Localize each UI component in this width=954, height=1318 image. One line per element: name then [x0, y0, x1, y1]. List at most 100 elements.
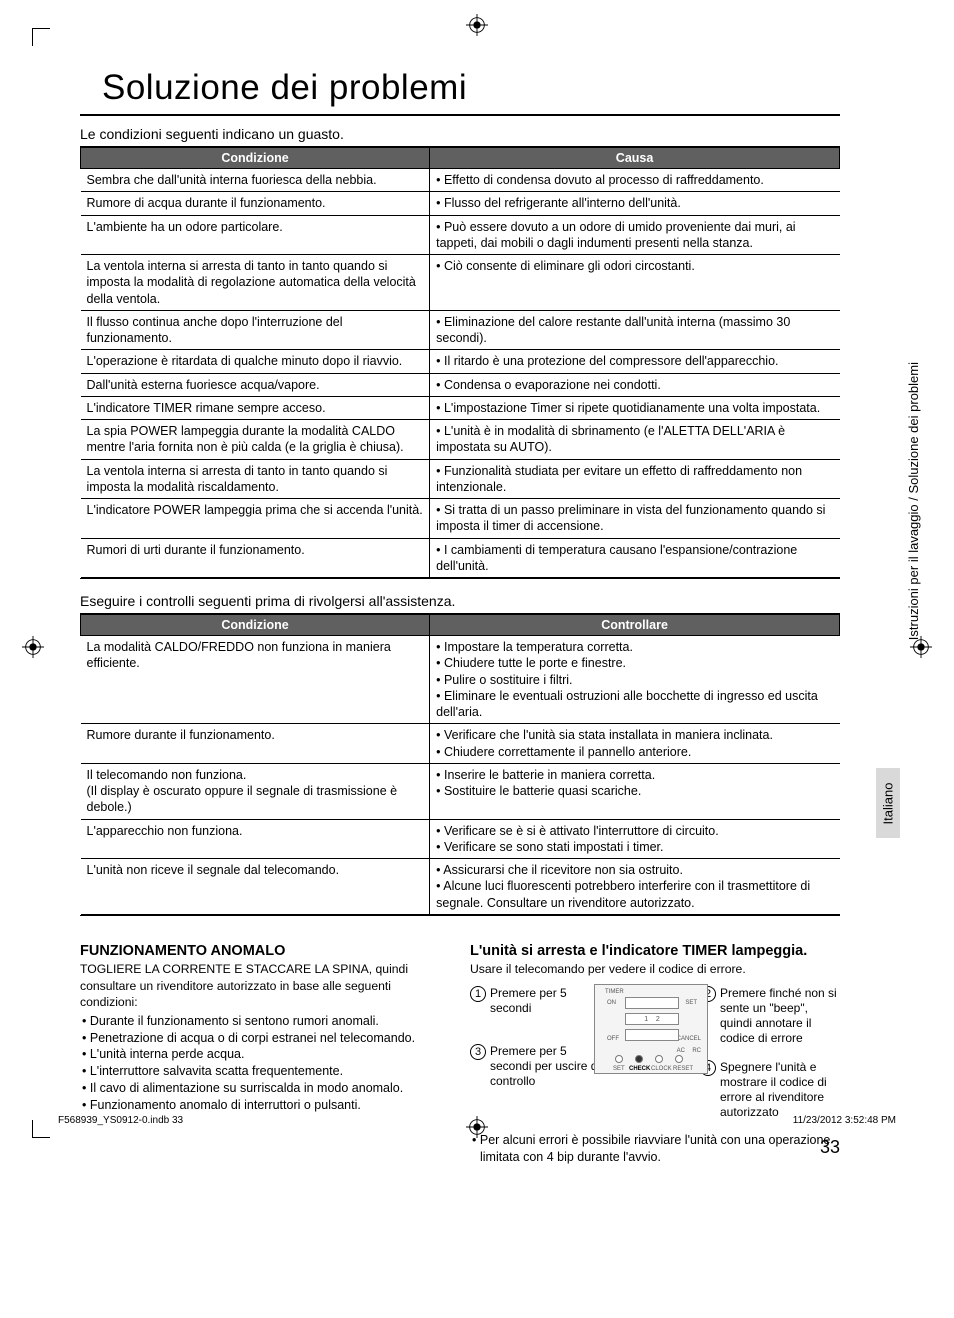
table-row: L'unità non riceve il segnale dal teleco… — [81, 859, 840, 915]
callout-4: 4Spegnere l'unità e mostrare il codice d… — [700, 1060, 840, 1120]
list-item: Durante il funzionamento si sentono rumo… — [80, 1013, 450, 1030]
table-1: Condizione Causa Sembra che dall'unità i… — [80, 146, 840, 579]
abnormal-operation-section: FUNZIONAMENTO ANOMALO TOGLIERE LA CORREN… — [80, 942, 450, 1166]
cell-condition: La ventola interna si arresta di tanto i… — [81, 459, 430, 499]
page-title: Soluzione dei problemi — [102, 68, 840, 108]
cell-detail: • Condensa o evaporazione nei condotti. — [430, 373, 840, 396]
cell-detail: • Eliminazione del calore restante dall'… — [430, 310, 840, 350]
title-rule — [80, 114, 840, 116]
abnormal-sub: TOGLIERE LA CORRENTE E STACCARE LA SPINA… — [80, 961, 450, 1010]
lbl-timer: TIMER — [605, 988, 624, 996]
callout-3-num: 3 — [470, 1044, 486, 1060]
callout-1-text: Premere per 5 secondi — [490, 986, 610, 1016]
remote-diagram: TIMER ON SET OFF CANCEL 1 2 AC RC SET CH… — [594, 984, 708, 1074]
cell-condition: Dall'unità esterna fuoriesce acqua/vapor… — [81, 373, 430, 396]
lbl-off: OFF — [607, 1035, 619, 1043]
table-row: L'ambiente ha un odore particolare.• Può… — [81, 215, 840, 255]
table-row: Il telecomando non funziona.(Il display … — [81, 763, 840, 819]
cell-detail: • I cambiamenti di temperatura causano l… — [430, 538, 840, 578]
table-row: Sembra che dall'unità interna fuoriesca … — [81, 169, 840, 192]
page-number: 33 — [820, 1137, 840, 1158]
lbl-on: ON — [607, 999, 616, 1007]
cell-detail: • Il ritardo è una protezione del compre… — [430, 350, 840, 373]
lbl-cancel: CANCEL — [677, 1035, 701, 1043]
footer-left: F568939_YS0912-0.indb 33 — [58, 1115, 183, 1126]
cell-detail: • Verificare che l'unità sia stata insta… — [430, 724, 840, 764]
table-row: Rumore durante il funzionamento.• Verifi… — [81, 724, 840, 764]
lbl-clock: CLOCK — [651, 1065, 672, 1073]
cell-detail: • Ciò consente di eliminare gli odori ci… — [430, 255, 840, 311]
timer-error-section: L'unità si arresta e l'indicatore TIMER … — [470, 942, 840, 1166]
abnormal-list: Durante il funzionamento si sentono rumo… — [80, 1013, 450, 1114]
cell-condition: La modalità CALDO/FREDDO non funziona in… — [81, 636, 430, 724]
cell-condition: L'indicatore TIMER rimane sempre acceso. — [81, 396, 430, 419]
cell-detail: • Può essere dovuto a un odore di umido … — [430, 215, 840, 255]
table-2: Condizione Controllare La modalità CALDO… — [80, 613, 840, 916]
cell-detail: • Flusso del refrigerante all'interno de… — [430, 192, 840, 215]
t2-header-check: Controllare — [430, 615, 840, 636]
lbl-rc: RC — [692, 1047, 701, 1055]
cell-detail: • Assicurarsi che il ricevitore non sia … — [430, 859, 840, 915]
table-row: Rumori di urti durante il funzionamento.… — [81, 538, 840, 578]
t1-header-condition: Condizione — [81, 148, 430, 169]
dot-reset — [675, 1055, 683, 1063]
side-language-text: Italiano — [881, 782, 896, 824]
t1-header-cause: Causa — [430, 148, 840, 169]
remote-row-3 — [625, 1029, 679, 1041]
registration-mark-left — [22, 636, 44, 658]
dot-check — [635, 1055, 643, 1063]
table-row: L'operazione è ritardata di qualche minu… — [81, 350, 840, 373]
abnormal-head: FUNZIONAMENTO ANOMALO — [80, 942, 450, 962]
table-row: La modalità CALDO/FREDDO non funziona in… — [81, 636, 840, 724]
cell-detail: • Inserire le batterie in maniera corret… — [430, 763, 840, 819]
table-row: Il flusso continua anche dopo l'interruz… — [81, 310, 840, 350]
table-row: L'indicatore POWER lampeggia prima che s… — [81, 499, 840, 539]
table-row: Rumore di acqua durante il funzionamento… — [81, 192, 840, 215]
cell-condition: L'apparecchio non funziona. — [81, 819, 430, 859]
remote-row-1 — [625, 997, 679, 1009]
page-content: Soluzione dei problemi Le condizioni seg… — [80, 0, 840, 1166]
timer-note: Per alcuni errori è possibile riavviare … — [470, 1132, 840, 1166]
callout-3-text: Premere per 5 secondi per uscire dal con… — [490, 1044, 610, 1089]
callout-2: 2Premere finché non si sente un "beep", … — [700, 986, 840, 1046]
list-item: L'unità interna perde acqua. — [80, 1046, 450, 1063]
intro-1: Le condizioni seguenti indicano un guast… — [80, 126, 840, 142]
list-item: Penetrazione di acqua o di corpi estrane… — [80, 1030, 450, 1047]
dot-set — [615, 1055, 623, 1063]
cell-detail: • Si tratta di un passo preliminare in v… — [430, 499, 840, 539]
timer-head: L'unità si arresta e l'indicatore TIMER … — [470, 942, 840, 962]
table-row: La ventola interna si arresta di tanto i… — [81, 459, 840, 499]
list-item: Funzionamento anomalo di interruttori o … — [80, 1097, 450, 1114]
cell-detail: • Effetto di condensa dovuto al processo… — [430, 169, 840, 192]
table-row: L'apparecchio non funziona.• Verificare … — [81, 819, 840, 859]
table-row: Dall'unità esterna fuoriesce acqua/vapor… — [81, 373, 840, 396]
footer-right: 11/23/2012 3:52:48 PM — [793, 1115, 896, 1126]
t2-header-condition: Condizione — [81, 615, 430, 636]
cell-condition: L'ambiente ha un odore particolare. — [81, 215, 430, 255]
side-language-tab: Italiano — [876, 768, 900, 838]
callout-3: 3Premere per 5 secondi per uscire dal co… — [470, 1044, 610, 1089]
crop-mark-tl — [32, 28, 50, 46]
cell-condition: Sembra che dall'unità interna fuoriesca … — [81, 169, 430, 192]
list-item: Il cavo di alimentazione su surriscalda … — [80, 1080, 450, 1097]
lbl-check: CHECK — [629, 1065, 650, 1073]
cell-condition: Rumore durante il funzionamento. — [81, 724, 430, 764]
callout-1: 1Premere per 5 secondi — [470, 986, 610, 1016]
cell-detail: • L'impostazione Timer si ripete quotidi… — [430, 396, 840, 419]
cell-detail: • Impostare la temperatura corretta.• Ch… — [430, 636, 840, 724]
bottom-columns: FUNZIONAMENTO ANOMALO TOGLIERE LA CORREN… — [80, 942, 840, 1166]
timer-sub: Usare il telecomando per vedere il codic… — [470, 961, 840, 977]
cell-condition: Il telecomando non funziona.(Il display … — [81, 763, 430, 819]
intro-2: Eseguire i controlli seguenti prima di r… — [80, 593, 840, 609]
lbl-reset: RESET — [673, 1065, 693, 1073]
cell-condition: Rumore di acqua durante il funzionamento… — [81, 192, 430, 215]
callout-4-text: Spegnere l'unità e mostrare il codice di… — [720, 1060, 840, 1120]
lbl-set: SET — [685, 999, 697, 1007]
cell-detail: • Funzionalità studiata per evitare un e… — [430, 459, 840, 499]
cell-condition: L'indicatore POWER lampeggia prima che s… — [81, 499, 430, 539]
lbl-ac: AC — [677, 1047, 685, 1055]
table-row: L'indicatore TIMER rimane sempre acceso.… — [81, 396, 840, 419]
dot-clock — [655, 1055, 663, 1063]
table-row: La ventola interna si arresta di tanto i… — [81, 255, 840, 311]
callout-2-text: Premere finché non si sente un "beep", q… — [720, 986, 840, 1046]
